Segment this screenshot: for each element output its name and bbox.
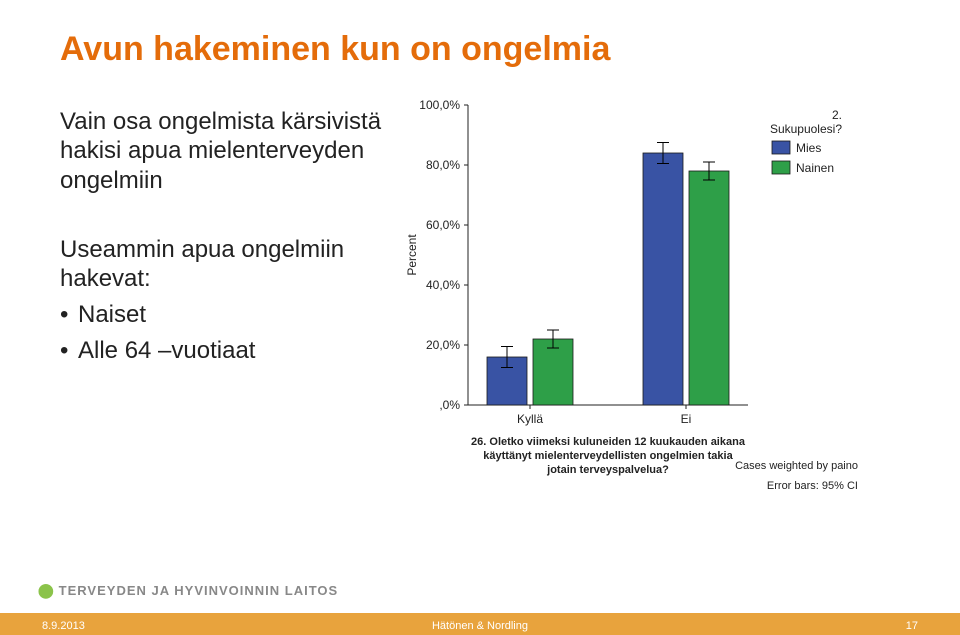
svg-text:Ei: Ei	[681, 412, 692, 426]
org-name: TERVEYDEN JA HYVINVOINNIN LAITOS	[59, 583, 339, 598]
content-row: Vain osa ongelmista kärsivistä hakisi ap…	[60, 97, 920, 527]
svg-text:Nainen: Nainen	[796, 161, 834, 175]
svg-text:Sukupuolesi?: Sukupuolesi?	[770, 122, 842, 136]
svg-text:26. Oletko viimeksi kuluneiden: 26. Oletko viimeksi kuluneiden 12 kuukau…	[471, 436, 746, 448]
svg-text:Cases weighted by paino: Cases weighted by paino	[735, 460, 858, 472]
svg-text:40,0%: 40,0%	[426, 278, 460, 292]
list-item: Alle 64 –vuotiaat	[60, 335, 390, 366]
list-item: Naiset	[60, 299, 390, 330]
org-logo: ⬤ TERVEYDEN JA HYVINVOINNIN LAITOS	[38, 582, 338, 599]
svg-text:100,0%: 100,0%	[419, 98, 460, 112]
svg-text:,0%: ,0%	[439, 398, 460, 412]
chart-area: ,0% 20,0% 40,0% 60,0% 80,0% 100,0% Percent Kyll…	[390, 97, 910, 527]
bar-chart: ,0% 20,0% 40,0% 60,0% 80,0% 100,0% Percent Kyll…	[390, 97, 910, 527]
svg-text:Kyllä: Kyllä	[517, 412, 543, 426]
slide-title: Avun hakeminen kun on ongelmia	[60, 30, 920, 69]
paragraph-1: Vain osa ongelmista kärsivistä hakisi ap…	[60, 107, 390, 195]
slide: Avun hakeminen kun on ongelmia Vain osa …	[0, 0, 960, 635]
svg-text:käyttänyt mielenterveydelliste: käyttänyt mielenterveydellisten ongelmie…	[483, 450, 733, 462]
svg-text:60,0%: 60,0%	[426, 218, 460, 232]
footer-center: Hätönen & Nordling	[0, 620, 960, 632]
paragraph-2: Useammin apua ongelmiin hakevat:	[60, 235, 390, 294]
logo-dot-icon: ⬤	[38, 582, 55, 598]
footer-page: 17	[906, 620, 918, 632]
svg-text:Percent: Percent	[405, 234, 419, 276]
svg-text:20,0%: 20,0%	[426, 338, 460, 352]
text-column: Vain osa ongelmista kärsivistä hakisi ap…	[60, 97, 390, 370]
svg-text:Mies: Mies	[796, 141, 821, 155]
svg-text:2.: 2.	[832, 108, 842, 122]
svg-text:Error bars: 95% CI: Error bars: 95% CI	[767, 480, 858, 492]
bullet-list: Naiset Alle 64 –vuotiaat	[60, 299, 390, 365]
svg-text:jotain terveyspalvelua?: jotain terveyspalvelua?	[546, 464, 669, 476]
svg-text:80,0%: 80,0%	[426, 158, 460, 172]
